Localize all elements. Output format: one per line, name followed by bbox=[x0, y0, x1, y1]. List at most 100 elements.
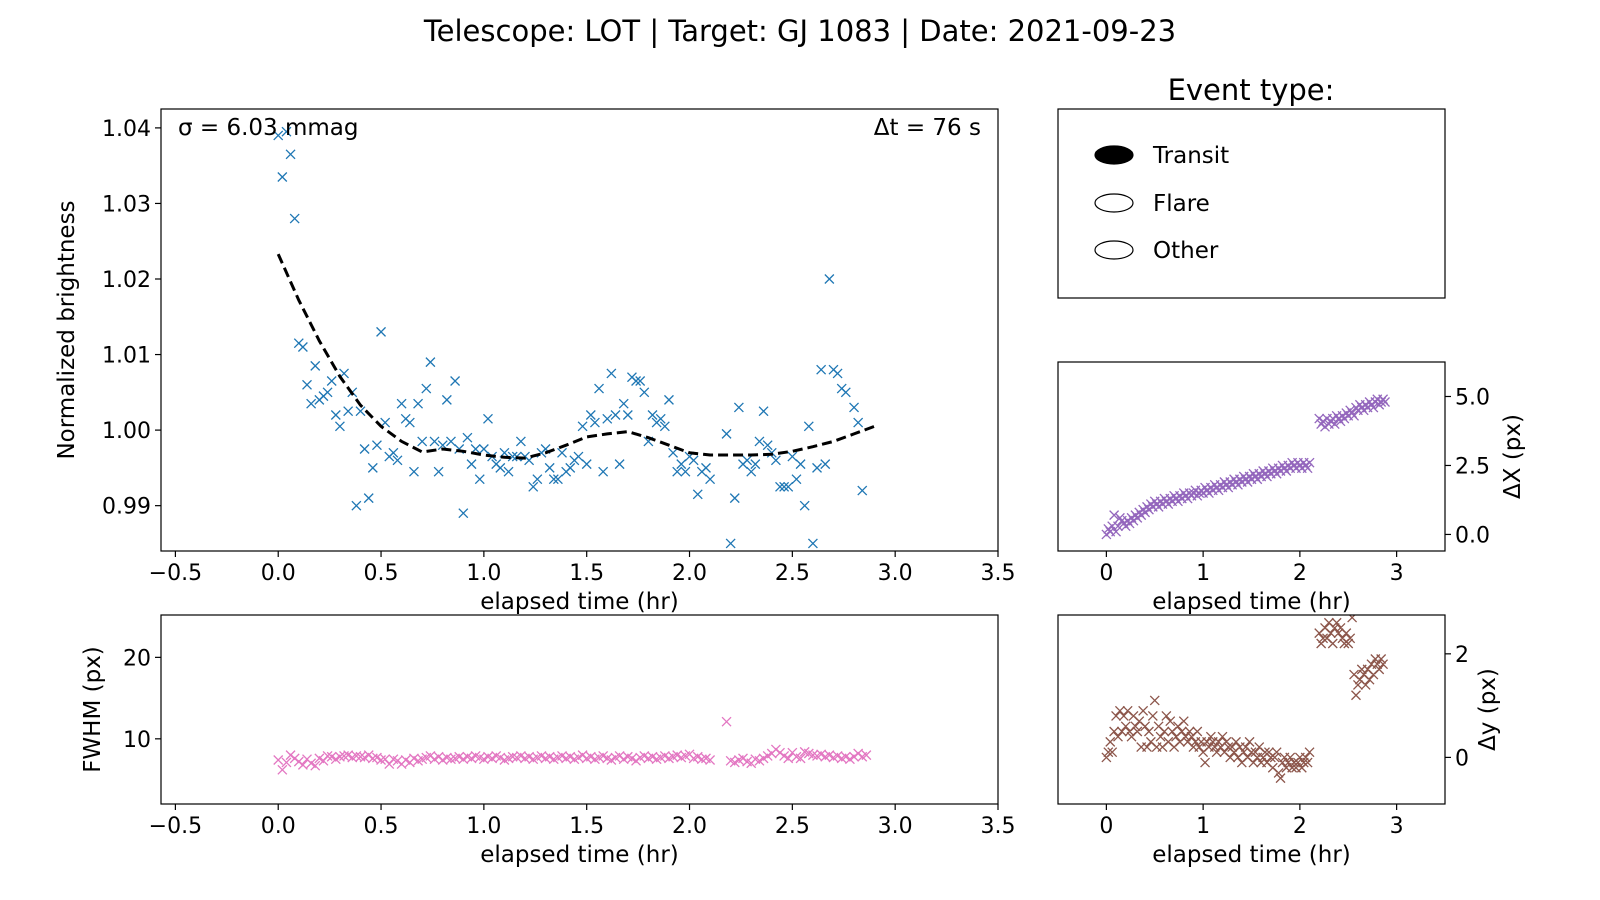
brightness-data-point bbox=[688, 455, 699, 466]
fwhm-data-point bbox=[281, 757, 292, 768]
dy-data-point bbox=[1271, 747, 1282, 758]
brightness-data-point bbox=[701, 462, 711, 473]
fwhm-data-point bbox=[861, 750, 872, 761]
event-type-title: Event type: bbox=[1168, 73, 1335, 107]
dy-data-point bbox=[1120, 721, 1131, 732]
dy-data-point bbox=[1333, 628, 1344, 639]
brightness-data-point bbox=[655, 413, 666, 424]
dy-data-point bbox=[1248, 757, 1259, 768]
fwhm-data-point bbox=[277, 764, 288, 775]
brightness-data-point bbox=[614, 459, 625, 470]
dy-data-point bbox=[1298, 757, 1309, 768]
brightness-data-point bbox=[783, 481, 794, 492]
brightness-trend-line bbox=[276, 253, 876, 460]
dy-y-axis-label: Δy (px) bbox=[1475, 668, 1501, 751]
dy-data-point bbox=[1327, 638, 1338, 649]
event-option-other[interactable]: Other bbox=[1094, 238, 1219, 264]
dy-data-point bbox=[1275, 773, 1286, 784]
fwhm-data-point bbox=[705, 755, 716, 765]
fwhm-x-tick-label: −0.5 bbox=[149, 814, 202, 839]
brightness-data-point bbox=[840, 387, 851, 398]
brightness-data-point bbox=[631, 376, 642, 386]
dx-data-point bbox=[1109, 510, 1120, 521]
dx-x-tick-label: 2 bbox=[1293, 561, 1307, 586]
event-option-transit[interactable]: Transit bbox=[1094, 143, 1229, 169]
brightness-x-tick-label: 1.5 bbox=[569, 561, 604, 586]
dy-data-point bbox=[1378, 659, 1389, 670]
dy-data-point bbox=[1343, 638, 1354, 649]
brightness-data-point bbox=[857, 485, 868, 496]
brightness-data-point bbox=[622, 410, 633, 420]
brightness-data-point bbox=[433, 466, 444, 477]
brightness-data-point bbox=[594, 383, 604, 394]
dy-data-point bbox=[1142, 742, 1152, 753]
dx-data-point bbox=[1111, 526, 1122, 537]
dx-data-point bbox=[1380, 397, 1390, 407]
brightness-data-point bbox=[746, 466, 757, 477]
event-option-flare[interactable]: Flare bbox=[1094, 191, 1210, 217]
brightness-data-point bbox=[302, 379, 312, 390]
dy-data-point bbox=[1225, 752, 1236, 763]
dy-x-tick-label: 0 bbox=[1099, 814, 1113, 839]
brightness-axes: −0.5 0.0 0.5 1.0 1.5 2.0 2.5 3.0 3.5 0.99 1.00 1.01… bbox=[54, 108, 1016, 615]
brightness-data-point bbox=[742, 455, 753, 466]
brightness-data-point bbox=[762, 440, 773, 451]
brightness-data-point bbox=[450, 376, 461, 386]
brightness-data-point bbox=[343, 406, 354, 417]
fwhm-data-point bbox=[376, 755, 387, 765]
dy-y-tick-label: 0 bbox=[1455, 746, 1469, 771]
fwhm-data-point bbox=[273, 755, 284, 765]
brightness-data-point bbox=[417, 436, 428, 447]
fwhm-x-tick-label: 3.5 bbox=[981, 814, 1016, 839]
brightness-data-point bbox=[758, 406, 769, 417]
brightness-data-point bbox=[359, 444, 370, 454]
dy-frame bbox=[1057, 614, 1446, 805]
brightness-data-point bbox=[807, 538, 818, 549]
dx-data-point bbox=[1368, 402, 1379, 413]
fwhm-frame bbox=[160, 614, 999, 805]
dx-data-point bbox=[1349, 410, 1360, 421]
transit-radio-icon[interactable] bbox=[1094, 145, 1134, 165]
dy-y-tick-label: 2 bbox=[1455, 643, 1469, 668]
dy-data-point bbox=[1111, 711, 1122, 721]
fwhm-data-point bbox=[339, 750, 349, 761]
brightness-data-point bbox=[816, 364, 827, 375]
fwhm-plot-area bbox=[273, 716, 872, 775]
brightness-data-point bbox=[289, 213, 300, 224]
dy-data-point bbox=[1341, 628, 1352, 639]
brightness-y-tick-label: 1.01 bbox=[102, 344, 151, 369]
dy-data-point bbox=[1130, 721, 1141, 732]
other-radio-icon[interactable] bbox=[1094, 240, 1134, 260]
plot-axes: −0.5 0.0 0.5 1.0 1.5 2.0 2.5 3.0 3.50.991.001.01… bbox=[54, 108, 1526, 868]
dy-axes: 0 1 2 3 0 2 elapsed time (hr) Δy (px) bbox=[1057, 614, 1501, 868]
dx-data-point bbox=[1329, 419, 1340, 430]
brightness-data-point bbox=[581, 459, 592, 470]
dy-data-point bbox=[1374, 664, 1385, 675]
brightness-x-tick-label: 2.5 bbox=[775, 561, 810, 586]
dy-data-point bbox=[1304, 747, 1315, 758]
dy-data-point bbox=[1269, 752, 1280, 763]
brightness-x-tick-label: 0.5 bbox=[364, 561, 399, 586]
brightness-data-point bbox=[705, 474, 716, 485]
flare-radio-icon[interactable] bbox=[1094, 193, 1134, 213]
fwhm-data-point bbox=[696, 754, 707, 765]
fwhm-data-point bbox=[297, 759, 308, 770]
dy-data-point bbox=[1227, 742, 1238, 753]
brightness-x-tick-label: 3.0 bbox=[878, 561, 913, 586]
brightness-data-point bbox=[820, 459, 831, 470]
brightness-y-tick-label: 1.00 bbox=[102, 419, 151, 444]
brightness-data-point bbox=[557, 447, 567, 458]
brightness-data-point bbox=[515, 436, 526, 447]
dy-x-tick-label: 3 bbox=[1390, 814, 1404, 839]
dy-data-point bbox=[1347, 615, 1358, 623]
event-type-panel bbox=[1057, 108, 1446, 299]
fwhm-x-tick-label: 0.0 bbox=[261, 814, 296, 839]
dy-x-axis-label: elapsed time (hr) bbox=[1152, 842, 1351, 868]
fwhm-axes: −0.5 0.0 0.5 1.0 1.5 2.0 2.5 3.0 3.5 10 20 elapsed … bbox=[80, 614, 1016, 868]
brightness-data-point bbox=[503, 466, 514, 477]
dy-data-point bbox=[1352, 679, 1363, 690]
brightness-data-point bbox=[528, 481, 539, 492]
dx-y-tick-label: 2.5 bbox=[1455, 454, 1490, 479]
brightness-data-point bbox=[544, 462, 555, 473]
dy-data-point bbox=[1161, 711, 1172, 721]
